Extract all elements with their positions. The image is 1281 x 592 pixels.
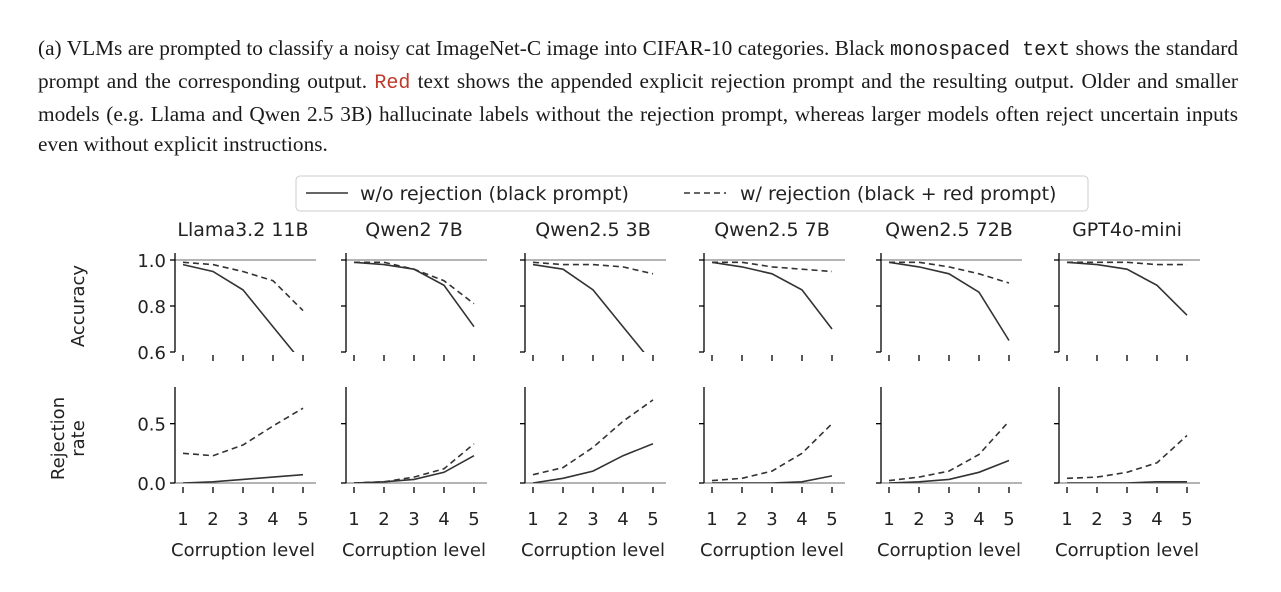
x-tick-label: 1 — [527, 509, 538, 530]
x-tick-label: 1 — [706, 509, 717, 530]
rejection-series-without-rejection — [1067, 480, 1187, 483]
x-tick-label: 5 — [297, 509, 308, 530]
accuracy-series-with-rejection — [1067, 261, 1187, 266]
x-tick-label: 2 — [557, 509, 568, 530]
rejection-series-without-rejection — [353, 455, 475, 483]
figure-caption: (a) VLMs are prompted to classify a nois… — [38, 33, 1238, 159]
x-tick-label: 4 — [1151, 509, 1162, 530]
x-axis-label: Corruption level — [700, 540, 844, 561]
x-tick-label: 2 — [378, 509, 389, 530]
panel-qwen2-5-3b: Qwen2.5 3B 1 2 3 4 5 Corruption level — [520, 219, 666, 561]
caption-text-1: (a) VLMs are prompted to classify a nois… — [38, 36, 890, 60]
accuracy-y-tick-label: 1.0 — [137, 251, 166, 272]
rejection-series-with-rejection — [353, 443, 475, 483]
x-axis-label: Corruption level — [521, 540, 665, 561]
accuracy-y-tick-label: 0.6 — [137, 343, 166, 364]
rejection-y-axis-label: Rejection — [48, 397, 69, 480]
panel-qwen2-5-72b: Qwen2.5 72B 1 2 3 4 5 Corruption level — [876, 219, 1022, 561]
panel-gpt4o-mini: GPT4o-mini 1 2 3 4 5 Corruption level — [1054, 219, 1200, 561]
accuracy-series-without-rejection — [1066, 261, 1188, 316]
rejection-series-with-rejection — [532, 399, 654, 476]
caption-mono-text: monospaced text — [889, 39, 1071, 62]
rejection-series-without-rejection — [532, 443, 654, 483]
accuracy-series-with-rejection — [354, 261, 475, 305]
x-tick-label: 4 — [438, 509, 449, 530]
panel-title: Qwen2.5 3B — [535, 219, 651, 241]
rejection-series-without-rejection — [182, 473, 304, 483]
accuracy-series-without-rejection — [353, 261, 475, 328]
panel-title: Qwen2 7B — [365, 219, 462, 241]
panel-qwen2-5-7b: Qwen2.5 7B 1 2 3 4 5 Corruption level — [699, 219, 845, 561]
rejection-y-tick-label: 0.0 — [137, 474, 166, 495]
panel-llama3-2-11b: Llama3.2 11B 1.0 0.8 0.6 0.5 0.0 1 2 3 4 5 Corrupti… — [137, 219, 316, 561]
x-tick-label: 1 — [1061, 509, 1072, 530]
rejection-series-without-rejection — [888, 459, 1010, 483]
x-tick-label: 3 — [587, 509, 598, 530]
x-axis-label: Corruption level — [342, 540, 486, 561]
x-tick-label: 2 — [207, 509, 218, 530]
x-tick-label: 5 — [1181, 509, 1192, 530]
x-tick-label: 2 — [1091, 509, 1102, 530]
x-tick-label: 5 — [1003, 509, 1014, 530]
x-tick-label: 1 — [177, 509, 188, 530]
x-tick-label: 2 — [913, 509, 924, 530]
legend: w/o rejection (black prompt) w/ rejectio… — [295, 175, 1089, 212]
accuracy-series-without-rejection — [711, 261, 833, 330]
x-tick-label: 1 — [348, 509, 359, 530]
rejection-y-tick-label: 0.5 — [137, 415, 166, 436]
panel-title: Qwen2.5 7B — [714, 219, 830, 241]
rejection-series-with-rejection — [888, 420, 1010, 482]
x-tick-label: 4 — [796, 509, 807, 530]
legend-frame — [295, 175, 1089, 212]
accuracy-series-with-rejection — [532, 261, 654, 275]
x-axis-label: Corruption level — [877, 540, 1021, 561]
accuracy-series-with-rejection — [182, 261, 304, 312]
x-tick-label: 5 — [647, 509, 658, 530]
caption-red-text: Red — [374, 72, 411, 95]
x-tick-label: 3 — [1121, 509, 1132, 530]
rejection-series-with-rejection — [1066, 434, 1188, 480]
x-tick-label: 3 — [766, 509, 777, 530]
rejection-series-with-rejection — [711, 423, 833, 482]
panel-title: Qwen2.5 72B — [885, 219, 1013, 241]
x-tick-label: 5 — [826, 509, 837, 530]
rejection-series-without-rejection — [712, 475, 833, 483]
accuracy-series-without-rejection — [888, 261, 1010, 341]
x-tick-label: 5 — [468, 509, 479, 530]
x-axis-label: Corruption level — [171, 540, 315, 561]
legend-dashed-label: w/ rejection (black + red prompt) — [740, 183, 1056, 205]
caption-text-3: text shows the appended explicit rejecti… — [38, 69, 1238, 156]
x-tick-label: 2 — [736, 509, 747, 530]
accuracy-series-with-rejection — [889, 261, 1010, 284]
x-tick-label: 4 — [267, 509, 278, 530]
x-tick-label: 1 — [883, 509, 894, 530]
legend-solid-label: w/o rejection (black prompt) — [360, 183, 629, 205]
accuracy-series-without-rejection — [532, 263, 645, 352]
accuracy-y-axis-label: Accuracy — [68, 265, 89, 348]
panel-title: GPT4o-mini — [1072, 219, 1182, 241]
caption-text-2: shows the standard prompt and the corres… — [38, 36, 1239, 93]
x-tick-label: 3 — [943, 509, 954, 530]
panel-title: Llama3.2 11B — [177, 219, 308, 241]
panel-qwen2-7b: Qwen2 7B 1 2 3 4 5 Corruption level — [341, 219, 487, 561]
x-tick-label: 3 — [237, 509, 248, 530]
rejection-series-with-rejection — [182, 407, 304, 457]
accuracy-series-without-rejection — [182, 263, 295, 352]
x-axis-label: Corruption level — [1055, 540, 1199, 561]
rejection-y-axis-label: rate — [68, 420, 89, 457]
accuracy-y-tick-label: 0.8 — [137, 297, 166, 318]
x-tick-label: 3 — [408, 509, 419, 530]
x-tick-label: 4 — [973, 509, 984, 530]
accuracy-series-with-rejection — [712, 261, 833, 273]
x-tick-label: 4 — [617, 509, 628, 530]
